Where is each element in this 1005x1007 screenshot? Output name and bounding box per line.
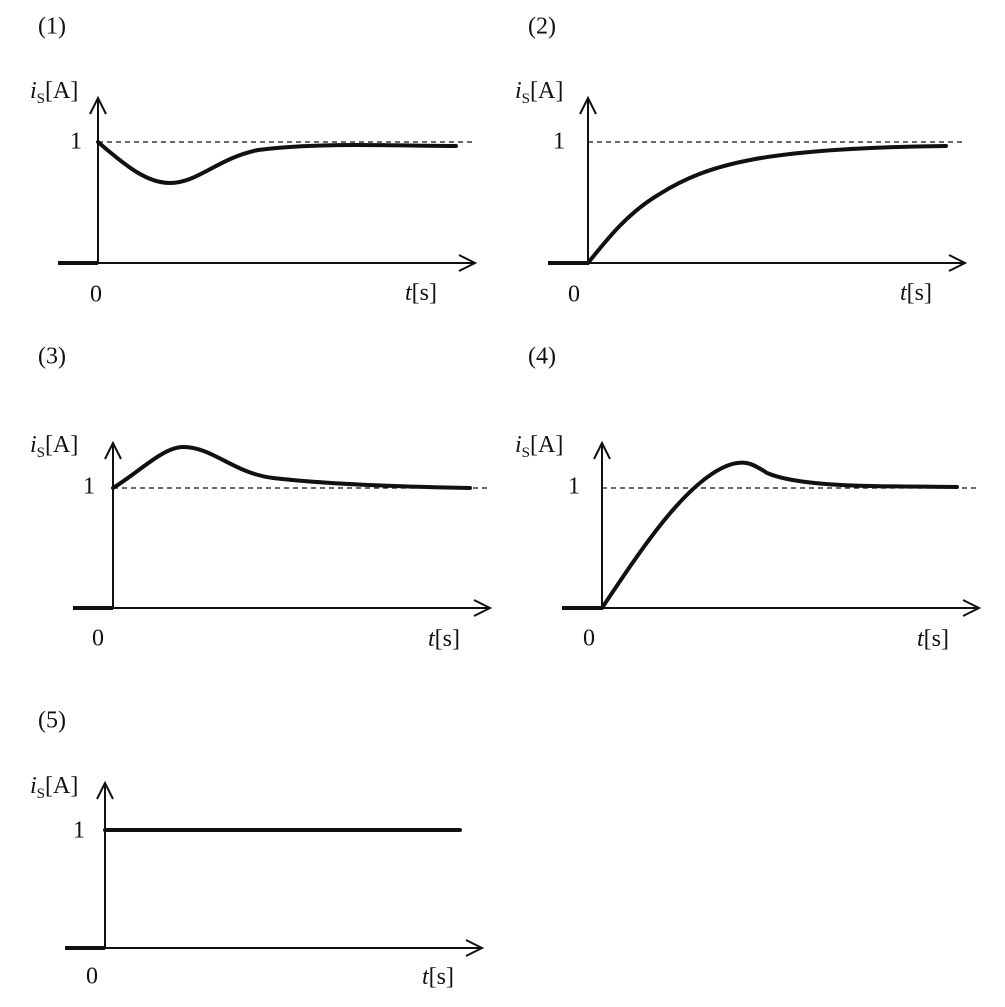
y-subscript: S xyxy=(522,445,530,461)
y-arrow xyxy=(96,780,114,800)
x-unit: [s] xyxy=(435,626,460,652)
graph: (4) iS[A]1 0 t[s] xyxy=(515,344,982,652)
x-unit: [s] xyxy=(924,626,949,652)
graph: (1) iS[A] 1 0 t[s] xyxy=(30,14,478,308)
level-label: 1 xyxy=(73,818,85,844)
y-subscript: S xyxy=(37,445,45,461)
y-symbol: i xyxy=(30,78,37,104)
y-axis-label: iS[A] xyxy=(30,78,78,108)
graph-label: (4) xyxy=(528,344,556,370)
graph: (3) iS[A]1 0 t[s] xyxy=(30,344,493,652)
y-arrow xyxy=(579,95,597,115)
x-symbol: t xyxy=(428,626,436,652)
plot xyxy=(58,95,478,272)
x-arrow xyxy=(948,254,968,272)
x-arrow xyxy=(465,939,485,957)
plot xyxy=(548,95,968,272)
y-unit: [A] xyxy=(45,78,78,104)
y-arrow xyxy=(593,440,611,460)
x-axis-label: t[s] xyxy=(428,626,460,652)
graph-label: (2) xyxy=(528,14,556,40)
response-curve xyxy=(600,460,959,610)
y-unit: [A] xyxy=(530,78,563,104)
graph: (5) iS[A] 1 0 t[s] xyxy=(30,708,485,990)
response-curve xyxy=(111,444,472,490)
y-subscript: S xyxy=(37,91,45,107)
level-label: 1 xyxy=(553,129,565,155)
y-subscript: S xyxy=(37,786,45,802)
graph-label: (1) xyxy=(38,14,66,40)
x-unit: [s] xyxy=(907,280,932,306)
y-unit: [A] xyxy=(45,773,78,799)
x-arrow xyxy=(473,599,493,617)
y-symbol: i xyxy=(30,773,37,799)
y-unit: [A] xyxy=(45,432,78,458)
plot xyxy=(562,440,982,617)
level-label: 1 xyxy=(70,129,82,155)
x-axis-label: t[s] xyxy=(405,280,437,306)
plot xyxy=(65,780,485,957)
x-symbol: t xyxy=(917,626,925,652)
plot xyxy=(73,440,493,617)
x-axis-label: t[s] xyxy=(900,280,932,306)
response-curve xyxy=(96,140,458,186)
y-subscript: S xyxy=(522,91,530,107)
x-unit: [s] xyxy=(429,964,454,990)
graph-label: (5) xyxy=(38,708,66,734)
y-symbol: i xyxy=(515,78,522,104)
y-axis-label: iS[A] xyxy=(30,773,78,803)
y-axis-label: iS[A] xyxy=(515,78,563,108)
response-curve xyxy=(586,144,948,265)
graph: (2) iS[A] 1 0 t[s] xyxy=(515,14,968,308)
level-label: 1 xyxy=(568,474,580,500)
x-arrow xyxy=(962,599,982,617)
y-symbol: i xyxy=(515,432,522,458)
x-symbol: t xyxy=(422,964,430,990)
x-axis-label: t[s] xyxy=(422,964,454,990)
origin-label: 0 xyxy=(86,964,98,990)
origin-label: 0 xyxy=(92,626,104,652)
x-unit: [s] xyxy=(412,280,437,306)
x-arrow xyxy=(458,254,478,272)
graph-label: (3) xyxy=(38,344,66,370)
y-axis-label: iS[A] xyxy=(515,432,563,462)
y-unit: [A] xyxy=(530,432,563,458)
level-label: 1 xyxy=(83,474,95,500)
y-symbol: i xyxy=(30,432,37,458)
origin-label: 0 xyxy=(568,282,580,308)
y-arrow xyxy=(104,440,122,460)
origin-label: 0 xyxy=(90,282,102,308)
x-symbol: t xyxy=(405,280,413,306)
x-axis-label: t[s] xyxy=(917,626,949,652)
y-arrow xyxy=(89,95,107,115)
y-axis-label: iS[A] xyxy=(30,432,78,462)
origin-label: 0 xyxy=(583,626,595,652)
x-symbol: t xyxy=(900,280,908,306)
